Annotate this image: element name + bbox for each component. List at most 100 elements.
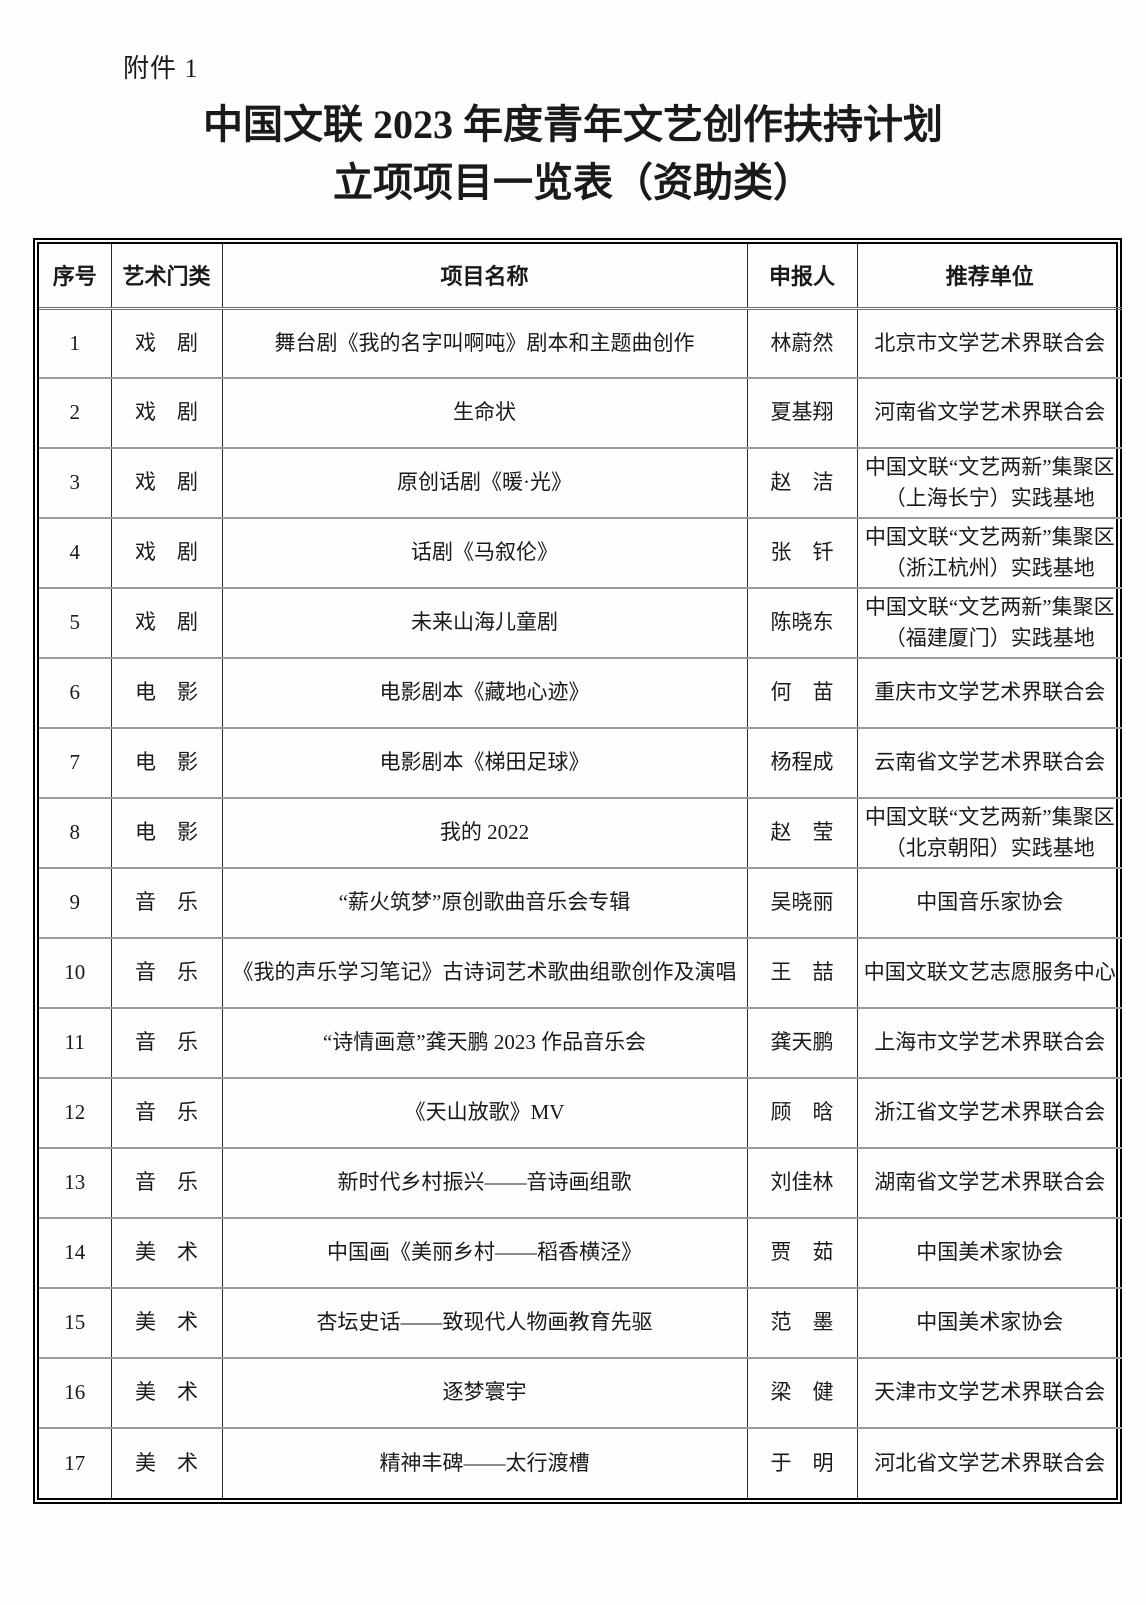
cell-serial-number: 4	[39, 517, 111, 588]
table-row: 10 音 乐 《我的声乐学习笔记》古诗词艺术歌曲组歌创作及演唱 王 喆 中国文联…	[39, 937, 1122, 1008]
cell-serial-number: 14	[39, 1217, 111, 1288]
cell-serial-number: 1	[69, 330, 81, 355]
cell-recommending-unit: 浙江省文学艺术界联合会	[856, 1077, 1122, 1148]
table-row: 9 音 乐 “薪火筑梦”原创歌曲音乐会专辑 吴晓丽 中国音乐家协会	[39, 867, 1122, 938]
cell-project-name: 《天山放歌》MV	[221, 1077, 747, 1148]
cell-applicant: 于 明	[746, 1427, 857, 1498]
cell-applicant: 贾 茹	[746, 1217, 857, 1288]
cell-applicant: 陈晓东	[746, 587, 857, 658]
cell-applicant: 顾 晗	[746, 1077, 857, 1148]
cell-applicant: 梁 健	[746, 1357, 857, 1428]
cell-project-name: “薪火筑梦”原创歌曲音乐会专辑	[221, 867, 747, 938]
cell-recommending-unit: 中国美术家协会	[856, 1217, 1122, 1288]
table-row: 5 戏 剧 未来山海儿童剧 陈晓东 中国文联“文艺两新”集聚区（福建厦门）实践基…	[39, 587, 1122, 658]
cell-project-name: 未来山海儿童剧	[221, 587, 747, 658]
table-row: 11 音 乐 “诗情画意”龚天鹏 2023 作品音乐会 龚天鹏 上海市文学艺术界…	[39, 1007, 1122, 1078]
table-header-row: 序号 艺术门类 项目名称 申报人 推荐单位	[39, 244, 1122, 310]
cell-serial-number: 3	[39, 447, 111, 518]
cell-recommending-unit: 中国文联“文艺两新”集聚区（福建厦门）实践基地	[856, 587, 1122, 658]
projects-table: 序号 艺术门类 项目名称 申报人 推荐单位 1 戏 剧 舞台剧《我的名字叫啊吨》…	[39, 244, 1122, 1498]
cell-recommending-unit: 湖南省文学艺术界联合会	[856, 1147, 1122, 1218]
cell-applicant: 夏基翔	[746, 377, 857, 448]
header-applicant: 申报人	[746, 244, 857, 310]
cell-recommending-unit: 云南省文学艺术界联合会	[856, 727, 1122, 798]
cell-project-name: 杏坛史话——致现代人物画教育先驱	[221, 1287, 747, 1358]
table-row: 3 戏 剧 原创话剧《暖·光》 赵 洁 中国文联“文艺两新”集聚区（上海长宁）实…	[39, 447, 1122, 518]
cell-applicant: 张 钎	[746, 517, 857, 588]
table-row: 4 戏 剧 话剧《马叙伦》 张 钎 中国文联“文艺两新”集聚区（浙江杭州）实践基…	[39, 517, 1122, 588]
cell-serial-number: 8	[39, 797, 111, 868]
cell-serial-number: 7	[39, 727, 111, 798]
cell-serial-number: 13	[39, 1147, 111, 1218]
cell-recommending-unit: 重庆市文学艺术界联合会	[856, 657, 1122, 728]
cell-applicant: 刘佳林	[746, 1147, 857, 1218]
cell-serial-number: 16	[39, 1357, 111, 1428]
cell-applicant: 范 墨	[746, 1287, 857, 1358]
cell-art-category: 音 乐	[110, 867, 222, 938]
table-row: 13 音 乐 新时代乡村振兴——音诗画组歌 刘佳林 湖南省文学艺术界联合会	[39, 1147, 1122, 1218]
header-art-category: 艺术门类	[110, 244, 222, 310]
table-row: 6 电 影 电影剧本《藏地心迹》 何 苗 重庆市文学艺术界联合会	[39, 657, 1122, 728]
table-row: 8 电 影 我的 2022 赵 莹 中国文联“文艺两新”集聚区（北京朝阳）实践基…	[39, 797, 1122, 868]
cell-applicant: 林蔚然	[746, 308, 857, 378]
cell-art-category: 戏 剧	[110, 587, 222, 658]
table-row: 15 美 术 杏坛史话——致现代人物画教育先驱 范 墨 中国美术家协会	[39, 1287, 1122, 1358]
cell-art-category: 音 乐	[110, 1077, 222, 1148]
cell-art-category: 美 术	[110, 1287, 222, 1358]
cell-serial-number: 6	[39, 657, 111, 728]
cell-project-name: 原创话剧《暖·光》	[221, 447, 747, 518]
table-row: 2 戏 剧 生命状 夏基翔 河南省文学艺术界联合会	[39, 377, 1122, 448]
cell-recommending-unit: 中国文联文艺志愿服务中心	[856, 937, 1122, 1008]
cell-serial-number: 2	[39, 377, 111, 448]
cell-art-category: 戏 剧	[110, 308, 222, 378]
cell-applicant: 赵 洁	[746, 447, 857, 518]
title-line-2: 立项项目一览表（资助类）	[333, 160, 813, 205]
cell-serial-number: 9	[39, 867, 111, 938]
cell-art-category: 美 术	[110, 1357, 222, 1428]
cell-serial-number: 11	[39, 1007, 111, 1078]
cell-applicant: 吴晓丽	[746, 867, 857, 938]
cell-project-name: 新时代乡村振兴——音诗画组歌	[221, 1147, 747, 1218]
cell-serial-number: 10	[39, 937, 111, 1008]
cell-applicant: 何 苗	[746, 657, 857, 728]
table-row: 14 美 术 中国画《美丽乡村——稻香横泾》 贾 茹 中国美术家协会	[39, 1217, 1122, 1288]
cell-recommending-unit: 中国音乐家协会	[856, 867, 1122, 938]
cell-recommending-unit: 中国文联“文艺两新”集聚区（上海长宁）实践基地	[856, 447, 1122, 518]
table-row: 1 戏 剧 舞台剧《我的名字叫啊吨》剧本和主题曲创作 林蔚然 北京市文学艺术界联…	[39, 308, 1122, 378]
cell-project-name: 精神丰碑——太行渡槽	[221, 1427, 747, 1498]
cell-art-category: 音 乐	[110, 1007, 222, 1078]
cell-project-name: 中国画《美丽乡村——稻香横泾》	[221, 1217, 747, 1288]
header-serial-number: 序号	[39, 244, 111, 310]
title-line-1: 中国文联 2023 年度青年文艺创作扶持计划	[203, 102, 943, 147]
page-title: 中国文联 2023 年度青年文艺创作扶持计划 立项项目一览表（资助类）	[0, 96, 1146, 212]
cell-project-name: 逐梦寰宇	[221, 1357, 747, 1428]
cell-art-category: 电 影	[110, 727, 222, 798]
cell-recommending-unit: 中国文联“文艺两新”集聚区（浙江杭州）实践基地	[856, 517, 1122, 588]
cell-project-name: 话剧《马叙伦》	[221, 517, 747, 588]
cell-recommending-unit: 中国文联“文艺两新”集聚区（北京朝阳）实践基地	[856, 797, 1122, 868]
cell-serial-number: 17	[39, 1427, 111, 1498]
projects-table-frame: 序号 艺术门类 项目名称 申报人 推荐单位 1 戏 剧 舞台剧《我的名字叫啊吨》…	[33, 238, 1122, 1504]
cell-recommending-unit: 河北省文学艺术界联合会	[856, 1427, 1122, 1498]
cell-recommending-unit: 上海市文学艺术界联合会	[856, 1007, 1122, 1078]
cell-serial-number: 15	[39, 1287, 111, 1358]
cell-project-name: 我的 2022	[221, 797, 747, 868]
cell-serial-number: 5	[39, 587, 111, 658]
cell-art-category: 音 乐	[110, 1147, 222, 1218]
table-row: 16 美 术 逐梦寰宇 梁 健 天津市文学艺术界联合会	[39, 1357, 1122, 1428]
cell-art-category: 美 术	[110, 1217, 222, 1288]
header-project-name: 项目名称	[221, 244, 747, 310]
table-row: 17 美 术 精神丰碑——太行渡槽 于 明 河北省文学艺术界联合会	[39, 1427, 1122, 1498]
cell-project-name: 电影剧本《藏地心迹》	[221, 657, 747, 728]
cell-applicant: 赵 莹	[746, 797, 857, 868]
cell-applicant: 龚天鹏	[746, 1007, 857, 1078]
cell-recommending-unit: 北京市文学艺术界联合会	[856, 308, 1122, 378]
cell-recommending-unit: 中国美术家协会	[856, 1287, 1122, 1358]
table-row: 7 电 影 电影剧本《梯田足球》 杨程成 云南省文学艺术界联合会	[39, 727, 1122, 798]
cell-project-name: 电影剧本《梯田足球》	[221, 727, 747, 798]
table-body: 1 戏 剧 舞台剧《我的名字叫啊吨》剧本和主题曲创作 林蔚然 北京市文学艺术界联…	[39, 308, 1122, 1498]
cell-serial-number: 12	[39, 1077, 111, 1148]
cell-art-category: 电 影	[110, 657, 222, 728]
cell-project-name: “诗情画意”龚天鹏 2023 作品音乐会	[221, 1007, 747, 1078]
